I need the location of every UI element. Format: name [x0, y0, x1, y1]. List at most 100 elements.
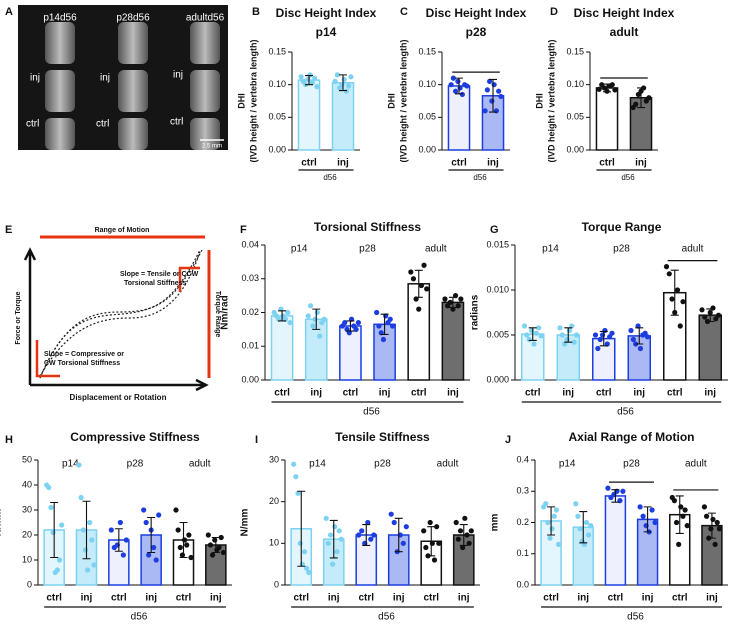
data-point	[557, 325, 563, 331]
x-tick-label: ctrl	[293, 593, 309, 604]
data-point	[434, 524, 440, 530]
data-point	[596, 86, 602, 92]
data-point	[205, 532, 211, 538]
y-tick-label: 0.05	[566, 112, 584, 122]
data-point	[339, 82, 345, 88]
data-point	[410, 276, 417, 282]
y-tick-label: 0.010	[486, 284, 509, 294]
data-point	[365, 519, 371, 526]
data-point	[710, 305, 716, 311]
y-tick-label: 0.01	[241, 341, 259, 351]
error-bar	[670, 269, 679, 316]
data-point	[356, 532, 362, 538]
data-point	[482, 108, 488, 114]
y-tick-label: 0.0	[516, 579, 529, 589]
data-point	[321, 316, 327, 322]
data-point	[649, 507, 655, 513]
data-point	[216, 544, 222, 551]
row-label: ctrl	[26, 119, 39, 130]
data-point	[325, 540, 331, 546]
data-point	[640, 513, 646, 519]
data-point	[666, 271, 672, 277]
data-point	[573, 332, 580, 338]
chart-title: Tensile Stiffness	[335, 430, 430, 444]
data-point	[416, 306, 422, 312]
y-tick-label: 0.10	[418, 79, 436, 89]
data-point	[312, 75, 318, 81]
x-group-label: d56	[473, 173, 487, 182]
data-point	[309, 80, 315, 86]
chart-title: Torsional Stiffness	[314, 220, 421, 234]
data-point	[457, 528, 464, 534]
data-point	[674, 287, 681, 293]
y-tick-label: 0.3	[516, 486, 529, 496]
data-point	[442, 296, 448, 302]
bar	[441, 301, 465, 381]
y-tick-label: 50	[22, 454, 32, 464]
x-tick-label: inj	[706, 593, 718, 604]
data-point	[82, 547, 89, 553]
y-tick-label: 0.15	[566, 46, 584, 56]
x-tick-label: inj	[447, 388, 459, 399]
y-tick-label: 30	[269, 454, 279, 464]
data-point	[156, 512, 162, 518]
y-tick-label: 0.10	[268, 79, 286, 89]
x-tick-label: ctrl	[423, 593, 439, 604]
data-point	[457, 85, 463, 91]
data-point	[533, 330, 539, 336]
data-point	[528, 327, 535, 334]
row-label: inj	[100, 73, 110, 84]
data-point	[353, 326, 359, 332]
compressive-label: CW Torsional Stiffness	[44, 360, 120, 367]
group-label: adult	[682, 244, 704, 255]
data-point	[671, 498, 678, 504]
x-tick-label: ctrl	[358, 593, 374, 604]
chart-subtitle: p28	[466, 25, 487, 39]
row-label: ctrl	[96, 119, 109, 130]
error-bar	[675, 495, 684, 534]
data-point	[87, 519, 93, 526]
data-point	[491, 82, 497, 88]
data-point	[307, 303, 314, 309]
y-axis-label: N/mm	[240, 509, 251, 537]
group-label: p28	[613, 244, 630, 255]
vertebrae	[45, 22, 220, 150]
error-bar	[599, 330, 608, 347]
data-point	[374, 309, 380, 316]
group-label: p28	[359, 244, 376, 255]
panel-letter: J	[505, 434, 511, 446]
y-axis-label: (IVD height / vertebra length)	[248, 39, 258, 162]
data-point	[120, 552, 126, 558]
error-bar	[305, 74, 313, 86]
y-tick-label: 0.10	[566, 79, 584, 89]
data-point	[376, 323, 382, 329]
data-point	[524, 332, 530, 338]
error-bar	[179, 521, 188, 559]
group-label: p14	[309, 459, 326, 470]
data-point	[553, 507, 560, 513]
data-point	[612, 87, 618, 93]
bar	[604, 495, 627, 586]
bar	[447, 85, 471, 151]
data-point	[368, 536, 374, 542]
data-point	[575, 513, 581, 519]
error-bar	[329, 519, 338, 559]
data-point	[291, 461, 297, 467]
x-tick-label: ctrl	[451, 158, 467, 169]
y-tick-label: 0.00	[566, 144, 584, 154]
data-point	[298, 74, 304, 80]
data-point	[712, 541, 718, 547]
ct-image: p14d56 p28d56 adultd56 inj inj inj ctrl …	[18, 5, 228, 150]
data-point	[355, 320, 361, 326]
y-axis-label: mm	[490, 514, 501, 532]
row-label: inj	[30, 73, 40, 84]
group-label: p14	[62, 459, 79, 470]
data-point	[538, 333, 544, 339]
data-point	[605, 485, 611, 491]
y-tick-label: 0.000	[486, 374, 509, 384]
x-tick-label: ctrl	[411, 388, 427, 399]
data-point	[334, 72, 340, 78]
y-tick-label: 0.4	[516, 454, 529, 464]
error-bar	[489, 78, 497, 113]
data-point	[489, 98, 495, 104]
